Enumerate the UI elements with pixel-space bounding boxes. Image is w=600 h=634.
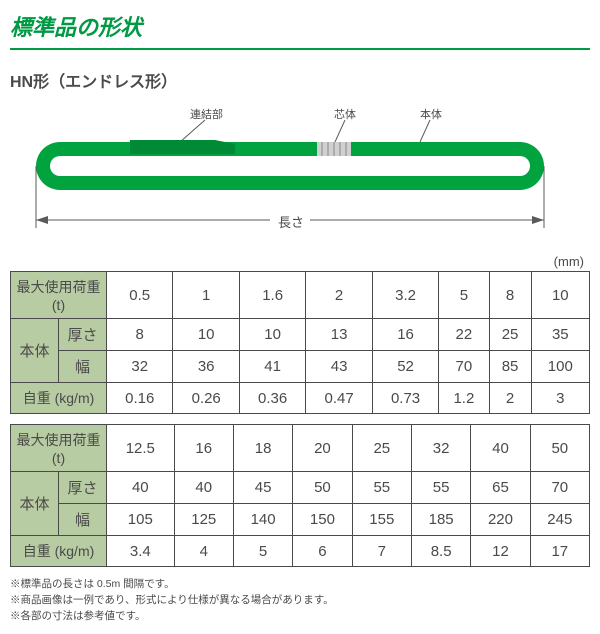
cell: 43	[306, 351, 372, 383]
cell: 1.6	[239, 272, 305, 319]
label-length: 長さ	[278, 212, 304, 231]
hdr-self-weight: 自重 (kg/m)	[11, 383, 107, 414]
cell: 50	[530, 425, 589, 472]
cell: 220	[471, 504, 530, 536]
cell: 0.26	[173, 383, 239, 414]
cell: 0.47	[306, 383, 372, 414]
hdr-thickness: 厚さ	[59, 319, 107, 351]
cell: 5	[439, 272, 489, 319]
cell: 52	[372, 351, 438, 383]
cell: 55	[352, 472, 411, 504]
table-row: 最大使用荷重 (t) 12.516182025324050	[11, 425, 590, 472]
cell: 125	[174, 504, 233, 536]
cell: 40	[107, 472, 175, 504]
cell: 100	[531, 351, 589, 383]
cell: 70	[530, 472, 589, 504]
hdr-body: 本体	[11, 319, 59, 383]
cell: 7	[352, 536, 411, 567]
cell: 18	[233, 425, 292, 472]
sling-diagram: 連結部 芯体 本体 長さ	[10, 100, 570, 250]
cell: 0.36	[239, 383, 305, 414]
label-body: 本体	[420, 106, 442, 122]
cell: 3.4	[107, 536, 175, 567]
cell: 40	[471, 425, 530, 472]
hdr-self-weight: 自重 (kg/m)	[11, 536, 107, 567]
table-row: 本体 厚さ 810101316222535	[11, 319, 590, 351]
cell: 155	[352, 504, 411, 536]
cell: 16	[372, 319, 438, 351]
cell: 40	[174, 472, 233, 504]
cell: 105	[107, 504, 175, 536]
cell: 10	[173, 319, 239, 351]
cell: 70	[439, 351, 489, 383]
hdr-thickness: 厚さ	[59, 472, 107, 504]
cell: 1.2	[439, 383, 489, 414]
cell: 6	[293, 536, 352, 567]
cell: 65	[471, 472, 530, 504]
spec-table-1: 最大使用荷重 (t) 0.511.623.25810 本体 厚さ 8101013…	[10, 271, 590, 414]
cell: 2	[306, 272, 372, 319]
cell: 140	[233, 504, 292, 536]
cell: 0.73	[372, 383, 438, 414]
note-line: ※各部の寸法は参考値です。	[10, 609, 590, 625]
spec-table-2: 最大使用荷重 (t) 12.516182025324050 本体 厚さ 4040…	[10, 424, 590, 567]
hdr-max-load: 最大使用荷重 (t)	[11, 272, 107, 319]
table-row: 最大使用荷重 (t) 0.511.623.25810	[11, 272, 590, 319]
cell: 5	[233, 536, 292, 567]
page-title: 標準品の形状	[10, 10, 590, 50]
cell: 45	[233, 472, 292, 504]
subtitle: HN形（エンドレス形）	[10, 68, 590, 92]
unit-label: (mm)	[10, 254, 590, 269]
cell: 150	[293, 504, 352, 536]
cell: 4	[174, 536, 233, 567]
cell: 32	[411, 425, 470, 472]
cell: 8	[489, 272, 531, 319]
cell: 32	[107, 351, 173, 383]
hdr-body: 本体	[11, 472, 59, 536]
hdr-width: 幅	[59, 351, 107, 383]
cell: 0.16	[107, 383, 173, 414]
label-joint: 連結部	[190, 106, 223, 122]
hdr-width: 幅	[59, 504, 107, 536]
table-row: 自重 (kg/m) 3.445678.51217	[11, 536, 590, 567]
cell: 8	[107, 319, 173, 351]
table-row: 幅 32364143527085100	[11, 351, 590, 383]
cell: 185	[411, 504, 470, 536]
cell: 85	[489, 351, 531, 383]
table-row: 幅 105125140150155185220245	[11, 504, 590, 536]
label-core: 芯体	[334, 106, 356, 122]
hdr-max-load: 最大使用荷重 (t)	[11, 425, 107, 472]
cell: 35	[531, 319, 589, 351]
cell: 10	[239, 319, 305, 351]
cell: 17	[530, 536, 589, 567]
table-row: 自重 (kg/m) 0.160.260.360.470.731.223	[11, 383, 590, 414]
cell: 12	[471, 536, 530, 567]
cell: 0.5	[107, 272, 173, 319]
cell: 22	[439, 319, 489, 351]
cell: 1	[173, 272, 239, 319]
cell: 10	[531, 272, 589, 319]
cell: 55	[411, 472, 470, 504]
cell: 25	[489, 319, 531, 351]
cell: 16	[174, 425, 233, 472]
cell: 8.5	[411, 536, 470, 567]
note-line: ※商品画像は一例であり、形式により仕様が異なる場合があります。	[10, 593, 590, 609]
cell: 13	[306, 319, 372, 351]
footnotes: ※標準品の長さは 0.5m 間隔です。 ※商品画像は一例であり、形式により仕様が…	[10, 577, 590, 624]
cell: 50	[293, 472, 352, 504]
cell: 245	[530, 504, 589, 536]
cell: 2	[489, 383, 531, 414]
cell: 3.2	[372, 272, 438, 319]
cell: 20	[293, 425, 352, 472]
cell: 12.5	[107, 425, 175, 472]
note-line: ※標準品の長さは 0.5m 間隔です。	[10, 577, 590, 593]
cell: 36	[173, 351, 239, 383]
table-row: 本体 厚さ 4040455055556570	[11, 472, 590, 504]
cell: 3	[531, 383, 589, 414]
cell: 25	[352, 425, 411, 472]
cell: 41	[239, 351, 305, 383]
